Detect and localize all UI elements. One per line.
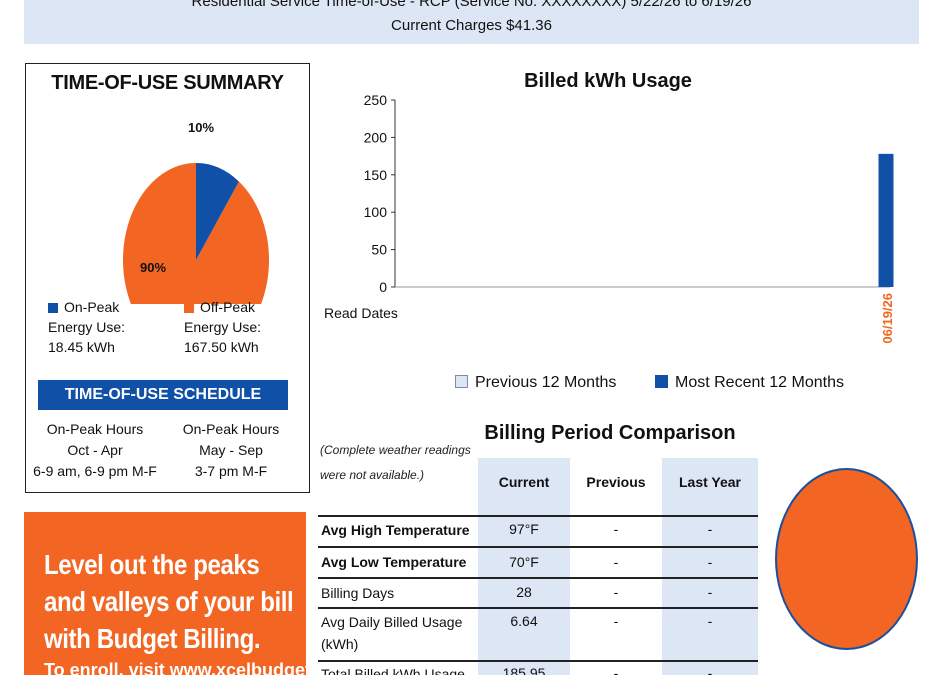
schedule-heading: On-Peak Hours — [182, 421, 280, 437]
off-peak-legend: Off-Peak Energy Use: 167.50 kWh — [184, 297, 261, 357]
weather-note-line1: (Complete weather readings — [320, 443, 471, 457]
off-peak-energy-value: 167.50 kWh — [184, 339, 259, 355]
schedule-hours: 3-7 pm M-F — [194, 463, 268, 479]
y-tick-label: 0 — [379, 279, 387, 295]
cell-avg-daily-previous: - — [613, 613, 619, 629]
account-header: Residential Service Time-of-Use - RCP (S… — [24, 0, 919, 44]
y-tick-label: 150 — [364, 167, 388, 183]
row-divider — [318, 660, 758, 662]
cell-avg-high-current: 97°F — [509, 521, 539, 537]
schedule-months: May - Sep — [199, 442, 263, 458]
previous-swatch — [455, 375, 468, 388]
row-label-avg-high: Avg High Temperature — [321, 522, 470, 538]
on-peak-label: On-Peak — [64, 299, 120, 315]
recent-swatch — [655, 375, 668, 388]
row-divider — [318, 515, 758, 517]
cell-avg-high-previous: - — [613, 521, 619, 537]
x-tick-label: 06/19/26 — [880, 293, 895, 344]
row-label-billing-days: Billing Days — [321, 585, 395, 601]
cell-total-usage-previous: - — [613, 665, 619, 675]
cell-avg-daily-last-year: - — [707, 613, 713, 629]
tou-summary-title: TIME-OF-USE SUMMARY — [51, 72, 284, 94]
on-peak-slice — [196, 163, 239, 260]
read-dates-label: Read Dates — [324, 305, 398, 321]
cell-billing-days-previous: - — [613, 584, 619, 600]
legend-recent-label: Most Recent 12 Months — [675, 374, 844, 391]
on-peak-energy-label: Energy Use: — [48, 319, 126, 335]
row-label-total-usage: Total Billed kWh Usage — [321, 666, 465, 675]
on-peak-energy-value: 18.45 kWh — [48, 339, 115, 355]
cell-avg-low-current: 70°F — [509, 554, 539, 570]
row-label-avg-low: Avg Low Temperature — [321, 554, 467, 570]
row-divider — [318, 577, 758, 579]
promo-line1: Level out the peaks — [44, 549, 260, 580]
cell-avg-low-last-year: - — [707, 554, 713, 570]
decorative-orange-circle — [775, 468, 918, 650]
cell-billing-days-current: 28 — [516, 584, 532, 600]
weather-note: (Complete weather readings were not avai… — [320, 438, 480, 488]
cell-avg-high-last-year: - — [707, 521, 713, 537]
cell-avg-daily-current: 6.64 — [510, 613, 538, 629]
tou-summary-panel: TIME-OF-USE SUMMARY 10% 90% On-Peak Ener… — [25, 63, 310, 493]
promo-line3: with Budget Billing. — [44, 623, 261, 654]
off-peak-energy-label: Energy Use: — [184, 319, 262, 335]
column-last-year: Last Year — [678, 474, 741, 490]
legend-recent: Most Recent 12 Months — [655, 374, 844, 392]
row-label-avg-daily-usage-line1: Avg Daily Billed Usage — [321, 614, 463, 630]
schedule-hours: 6-9 am, 6-9 pm M-F — [33, 463, 157, 479]
cell-avg-low-previous: - — [613, 554, 619, 570]
promo-subtext: To enroll, visit www.xcelbudget — [44, 660, 306, 675]
summer-schedule: On-Peak Hours May - Sep 3-7 pm M-F — [166, 419, 296, 482]
cell-total-usage-last-year: - — [707, 665, 713, 675]
off-peak-label: Off-Peak — [200, 299, 255, 315]
legend-previous: Previous 12 Months — [455, 374, 616, 392]
row-label-avg-daily-usage: Avg Daily Billed Usage (kWh) — [321, 611, 462, 655]
schedule-heading: On-Peak Hours — [46, 421, 144, 437]
y-tick-label: 200 — [364, 129, 388, 145]
on-peak-swatch — [48, 303, 58, 313]
current-column-shade — [478, 458, 570, 675]
promo-headline: Level out the peaks and valleys of your … — [44, 546, 306, 657]
weather-note-line2: were not available.) — [320, 468, 425, 482]
schedule-months: Oct - Apr — [67, 442, 123, 458]
legend-previous-label: Previous 12 Months — [475, 374, 617, 391]
y-tick-label: 50 — [371, 242, 387, 258]
usage-bar — [878, 153, 894, 287]
cell-billing-days-last-year: - — [707, 584, 713, 600]
row-label-avg-daily-usage-line2: (kWh) — [321, 636, 359, 652]
usage-bar-chart: 0 50 100 150 200 250 06/19/26 — [364, 92, 895, 344]
row-divider — [318, 607, 758, 609]
promo-line2: and valleys of your bill — [44, 586, 294, 617]
row-divider — [318, 546, 758, 548]
comparison-title: Billing Period Comparison — [484, 422, 736, 444]
on-peak-legend: On-Peak Energy Use: 18.45 kWh — [48, 297, 125, 357]
off-peak-swatch — [184, 303, 194, 313]
off-peak-pct-label: 90% — [140, 260, 166, 275]
cell-total-usage-current: 185.95 — [502, 665, 546, 675]
last-year-column-shade — [662, 458, 758, 675]
off-peak-slice — [123, 163, 269, 304]
y-tick-label: 250 — [364, 92, 388, 108]
service-description: Residential Service Time-of-Use - RCP (S… — [191, 0, 752, 10]
column-current: Current — [498, 474, 550, 490]
tou-pie-chart: 10% 90% — [123, 120, 269, 304]
winter-schedule: On-Peak Hours Oct - Apr 6-9 am, 6-9 pm M… — [30, 419, 160, 482]
usage-chart-title: Billed kWh Usage — [524, 70, 692, 92]
budget-billing-promo: Level out the peaks and valleys of your … — [24, 512, 306, 675]
on-peak-pct-label: 10% — [188, 120, 214, 135]
column-previous: Previous — [586, 474, 646, 490]
current-charges: Current Charges $41.36 — [391, 17, 552, 34]
y-tick-label: 100 — [364, 204, 388, 220]
tou-schedule-title: TIME-OF-USE SCHEDULE — [38, 380, 288, 410]
